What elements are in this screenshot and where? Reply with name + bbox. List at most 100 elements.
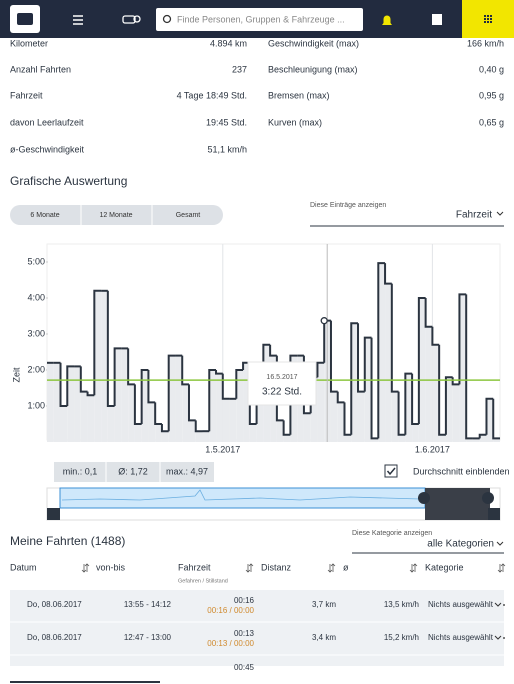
step [492, 398, 500, 440]
tooltip [247, 361, 317, 406]
area [493, 438, 500, 442]
step [316, 361, 325, 378]
step [235, 369, 244, 399]
max-chip: max.: 4,97 [166, 466, 208, 476]
more-icon[interactable] [503, 604, 505, 606]
min-chip: min.: 0,1 [63, 466, 98, 476]
area [452, 384, 460, 442]
more-icon[interactable] [503, 637, 505, 639]
apps-icon [484, 15, 492, 23]
step [269, 344, 277, 357]
step [133, 384, 142, 425]
area [479, 434, 487, 442]
alarm-icon[interactable] [382, 15, 392, 25]
step [86, 391, 95, 397]
step [140, 369, 149, 424]
area [74, 366, 81, 442]
section-title: Grafische Auswertung [10, 174, 127, 188]
area [486, 398, 494, 442]
navigator-handle[interactable] [482, 492, 494, 504]
step [350, 322, 359, 435]
cell-category[interactable]: Nichts ausgewählt [428, 600, 494, 609]
tooltip-value: 3:22 Std. [262, 387, 302, 398]
area [128, 384, 135, 442]
step [384, 263, 392, 285]
add-icon[interactable] [432, 14, 442, 25]
step [390, 283, 399, 393]
y-axis-title: Zeit [11, 367, 21, 383]
scroll-right[interactable] [488, 508, 500, 520]
stat-label: Bremsen (max) [268, 90, 330, 100]
y-tick-label: 2:00 [27, 364, 45, 374]
area [344, 434, 352, 442]
step [93, 289, 102, 396]
range-button[interactable]: 12 Monate [99, 212, 132, 219]
column-header[interactable]: Kategorie [425, 562, 464, 572]
stat-label: davon Leerlaufzeit [10, 117, 84, 127]
cell-time: 12:47 - 13:00 [124, 633, 172, 642]
menu-icon[interactable] [73, 15, 83, 25]
stat-label: ø-Geschwindigkeit [10, 144, 85, 154]
cell-distance: 3,7 km [312, 600, 336, 609]
step [113, 347, 122, 406]
step [167, 354, 176, 432]
step [478, 433, 487, 439]
category-select[interactable]: alle Kategorien [427, 539, 494, 550]
scroll-left[interactable] [47, 508, 60, 520]
step [106, 290, 115, 407]
vehicle-search-icon[interactable] [122, 15, 141, 24]
step [289, 354, 298, 435]
navigator-mask [425, 488, 490, 520]
step [194, 420, 203, 433]
area [121, 348, 129, 442]
range-button[interactable]: 6 Monate [30, 212, 59, 219]
stat-value: 51,1 km/h [207, 144, 247, 154]
sort-icon[interactable] [409, 563, 418, 573]
area [202, 431, 210, 442]
step [417, 297, 426, 424]
entries-label: Diese Einträge anzeigen [310, 202, 386, 209]
avg-chip: Ø: 1,72 [118, 466, 148, 476]
column-header[interactable]: von-bis [96, 562, 126, 572]
area [161, 431, 169, 442]
step [215, 370, 223, 375]
column-header[interactable]: Datum [10, 562, 37, 572]
navigator-selection[interactable] [59, 487, 426, 509]
area [472, 438, 480, 442]
cell-date: Do, 08.06.2017 [27, 600, 82, 609]
area [195, 431, 203, 442]
x-tick-label: 1.5.2017 [205, 444, 240, 454]
chart: Zeit 1:00 2:00 3:00 4:00 5:00 1.5.2017 1.6.2017… [11, 243, 501, 454]
column-header[interactable]: Fahrzeit [178, 562, 211, 572]
column-header[interactable]: Distanz [261, 562, 292, 572]
column-header[interactable]: ø [343, 562, 349, 572]
sort-icon[interactable] [497, 563, 506, 573]
area [364, 337, 372, 442]
area [412, 424, 419, 442]
step [127, 348, 135, 386]
stat-label: Fahrzeit [10, 90, 43, 100]
stat-value: 4 Tage 18:49 Std. [177, 90, 247, 100]
cell-category[interactable]: Nichts ausgewählt [428, 633, 494, 642]
stat-label: Geschwindigkeit (max) [268, 38, 359, 48]
checkbox[interactable] [384, 464, 398, 478]
step [458, 293, 467, 385]
search-box[interactable] [156, 8, 363, 31]
navigator-handle[interactable] [418, 492, 430, 504]
area [378, 263, 386, 442]
hover-point [320, 317, 328, 325]
sort-icon[interactable] [245, 563, 254, 573]
cell-distance: 3,4 km [312, 633, 336, 642]
step [444, 376, 453, 435]
y-tick-label: 4:00 [27, 292, 45, 302]
sort-icon[interactable] [81, 563, 90, 573]
sort-icon[interactable] [327, 563, 336, 573]
chevron [496, 541, 504, 546]
step [208, 369, 217, 432]
search-icon [162, 14, 172, 24]
range-button[interactable]: Gesamt [176, 212, 201, 219]
stat-label: Anzahl Fahrten [10, 64, 71, 74]
area [330, 391, 338, 442]
entries-select[interactable]: Fahrzeit [456, 210, 492, 221]
cell-time: 13:55 - 14:12 [124, 600, 172, 609]
